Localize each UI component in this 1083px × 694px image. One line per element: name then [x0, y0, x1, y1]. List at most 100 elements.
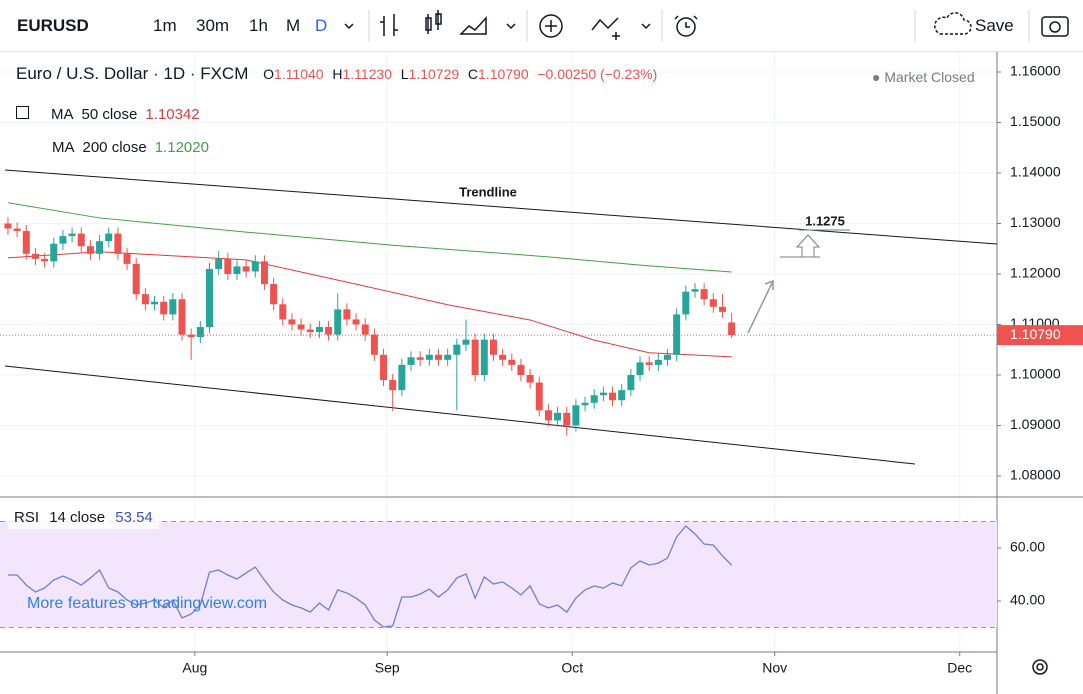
last-price-label: 1.10790: [1010, 326, 1061, 342]
rsi-legend: RSI 14 close 53.54: [8, 506, 159, 529]
candle-body: [4, 223, 12, 229]
candle-body: [141, 294, 149, 305]
candle-body: [123, 253, 131, 264]
candle-body: [31, 253, 39, 259]
candle-body: [343, 309, 351, 320]
candle-body: [370, 334, 378, 355]
candle-body: [114, 233, 122, 254]
candle-body: [68, 233, 76, 237]
checkbox[interactable]: [16, 106, 29, 119]
indicator-params: 200 close: [82, 139, 147, 156]
candle-body: [572, 405, 580, 426]
y-tick-label: 1.16000: [1010, 63, 1061, 79]
candle-body: [645, 362, 653, 365]
toolbar: EURUSD 1m 30m 1h M D Save: [0, 0, 1083, 52]
candle-body: [22, 231, 30, 254]
y-tick-label: 1.12000: [1010, 265, 1061, 281]
ohlc-value: 1.10729: [408, 66, 460, 82]
last-price-tag: [997, 325, 1083, 346]
candle-body: [260, 261, 268, 285]
candle-body: [50, 243, 58, 262]
candle-body: [86, 246, 94, 254]
candle-body: [416, 357, 424, 360]
symbol[interactable]: EURUSD: [17, 16, 89, 35]
moving-average: [7, 251, 732, 358]
candle-body: [425, 354, 433, 360]
indicator-value: 1.12020: [154, 139, 209, 156]
candle-body: [599, 392, 607, 396]
moving-average: [7, 202, 732, 273]
candle-body: [224, 258, 232, 274]
gear-icon[interactable]: [1032, 659, 1048, 675]
candle-body: [352, 319, 360, 325]
candle-body: [499, 354, 507, 360]
ohlc-value: 1.11230: [342, 66, 393, 82]
ohlc-label: O: [263, 66, 274, 82]
interval[interactable]: M: [286, 16, 301, 35]
trendline: [4, 365, 916, 465]
candle-body: [526, 374, 534, 383]
trendline-label: Trendline: [459, 184, 517, 199]
candle-body: [380, 354, 388, 381]
interval[interactable]: 30m: [196, 16, 230, 35]
candle-body: [160, 301, 168, 315]
candle-body: [453, 344, 461, 355]
candle-body: [636, 362, 644, 375]
y-tick-label: 1.09000: [1010, 416, 1061, 432]
x-tick-label: Sep: [375, 660, 400, 676]
candle-body: [673, 314, 681, 355]
candle-body: [178, 299, 186, 335]
candle-body: [398, 364, 406, 391]
interval[interactable]: 1m: [153, 16, 177, 35]
indicator-name: MA: [52, 139, 75, 156]
y-tick-label: 1.10000: [1010, 366, 1061, 382]
ohlc-value: 1.11040: [274, 66, 324, 82]
candle-body: [590, 395, 598, 403]
indicator-params: 14 close: [49, 509, 106, 526]
watermark[interactable]: More features on tradingview.com: [27, 595, 268, 612]
candle-body: [251, 261, 259, 272]
candle-body: [709, 299, 717, 307]
indicator-row: MA 50 close 1.10342: [16, 98, 209, 131]
candle-body: [315, 327, 323, 333]
interval[interactable]: D: [315, 16, 328, 35]
x-tick-label: Oct: [561, 660, 583, 676]
candle-body: [407, 357, 415, 365]
ohlc-label: H: [332, 66, 343, 82]
candle-body: [306, 329, 314, 333]
candle-body: [288, 319, 296, 325]
candle-body: [334, 309, 342, 335]
ohlc-label: L: [400, 66, 409, 82]
candle-body: [132, 263, 140, 295]
x-tick-label: Dec: [947, 660, 972, 676]
candle-body: [654, 359, 662, 365]
market-status: ● Market Closed: [872, 69, 975, 85]
candle-body: [682, 291, 690, 315]
save-button[interactable]: Save: [975, 16, 1014, 35]
candle-body: [471, 339, 479, 375]
ohlc-value: 1.10790: [478, 66, 529, 82]
indicator-name: RSI: [14, 509, 40, 526]
rsi-band: [0, 521, 997, 628]
candle-body: [462, 339, 470, 345]
legend: Euro / U.S. Dollar · 1D · FXCM O1.11040 …: [16, 64, 657, 84]
ohlc-label: C: [467, 66, 479, 82]
y-tick-label: 1.14000: [1010, 164, 1061, 180]
rsi-line: [7, 525, 733, 628]
candle-body: [718, 306, 726, 312]
candle-body: [215, 258, 223, 269]
indicator-value: 53.54: [115, 509, 153, 526]
interval[interactable]: 1h: [249, 16, 268, 35]
status-text: Market Closed: [884, 69, 975, 85]
indicator-row: MA 200 close 1.12020: [16, 131, 209, 164]
x-tick-label: Aug: [182, 660, 207, 676]
candle-body: [279, 304, 287, 320]
candle-body: [535, 382, 543, 411]
candle-body: [489, 339, 497, 355]
y-tick-label: 1.15000: [1010, 113, 1061, 129]
candle-body: [205, 268, 213, 328]
indicator-value: 1.10342: [145, 106, 200, 123]
x-tick-label: Nov: [762, 660, 787, 676]
candle-body: [77, 233, 85, 247]
y-tick-label: 1.08000: [1010, 467, 1061, 483]
